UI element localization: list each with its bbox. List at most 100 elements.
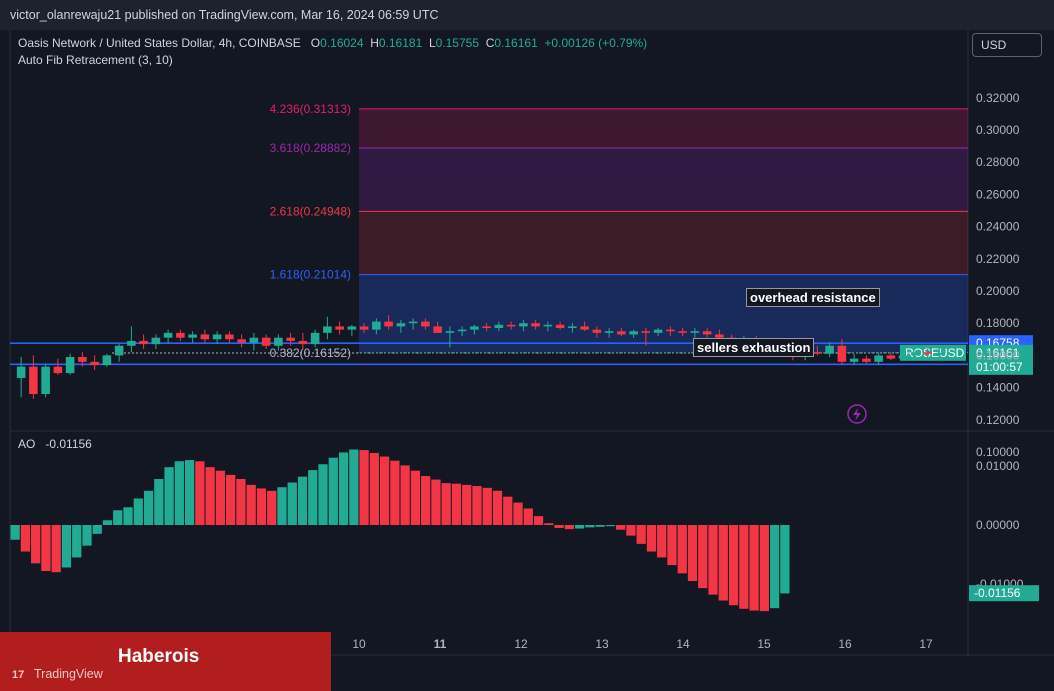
ao-bar	[51, 525, 61, 573]
candle-body	[604, 331, 614, 333]
candle-body	[482, 326, 491, 329]
price-axis-label: 0.10000	[976, 445, 1020, 459]
currency-button[interactable]: USD	[972, 33, 1042, 57]
ao-bar	[267, 490, 277, 525]
ao-bar	[61, 525, 72, 568]
candle-body	[188, 334, 197, 338]
ao-bar	[564, 525, 574, 530]
ao-bar	[451, 483, 462, 525]
candle-body	[16, 366, 26, 378]
candle-body	[715, 334, 724, 338]
publish-info: victor_olanrewaju21 published on Trading…	[10, 8, 439, 22]
platform-name: TradingView	[34, 667, 103, 681]
ao-bar	[287, 482, 297, 525]
high-value: 0.16181	[378, 36, 423, 50]
ao-bar	[687, 525, 698, 582]
candle-body	[212, 334, 222, 340]
candle-body	[114, 345, 124, 356]
ao-bar	[123, 507, 133, 525]
ao-bar	[544, 523, 554, 525]
ao-bar	[41, 525, 51, 572]
candle-body	[825, 345, 834, 354]
candle-body	[923, 352, 932, 354]
price-axis-label: 0.16000	[976, 348, 1020, 362]
close-value: 0.16161	[494, 36, 538, 50]
ao-bar	[184, 460, 195, 525]
candle-body	[29, 366, 38, 395]
candle-body	[274, 337, 283, 346]
ao-bar	[92, 525, 102, 534]
candle-body	[813, 352, 822, 354]
ao-bar	[256, 488, 267, 525]
candle-body	[678, 331, 687, 333]
candle-body	[849, 358, 859, 362]
change-value: +0.00126 (+0.79%)	[544, 36, 648, 50]
candle-body	[298, 340, 308, 345]
price-axis-label: 0.14000	[976, 381, 1020, 395]
candle-body	[862, 358, 871, 362]
ao-bar	[667, 525, 677, 566]
candle-body	[90, 361, 99, 366]
price-axis-label: 0.26000	[976, 187, 1020, 201]
ao-value-tag-label: -0.01156	[974, 586, 1021, 600]
price-axis-label: 0.22000	[976, 252, 1020, 266]
candle-body	[445, 331, 455, 333]
ao-bar	[379, 456, 390, 525]
ao-bar	[113, 510, 123, 525]
candle-body	[151, 337, 161, 345]
ao-bar	[10, 525, 20, 540]
ao-legend[interactable]: AO -0.01156	[18, 437, 92, 451]
site-name: Haberois	[118, 646, 200, 667]
price-axis-label: 0.24000	[976, 220, 1020, 234]
last-price-tag	[969, 344, 1033, 375]
ao-axis-label: 0.01000	[976, 459, 1020, 473]
ao-bar	[400, 465, 410, 525]
candle-body	[225, 334, 234, 340]
symbol-title[interactable]: Oasis Network / United States Dollar, 4h…	[18, 36, 301, 50]
candle-body	[690, 331, 700, 333]
lightning-icon[interactable]	[847, 404, 867, 424]
candle-body	[359, 326, 369, 330]
time-axis-label: 13	[595, 637, 609, 651]
price-axis-label: 0.20000	[976, 284, 1020, 298]
indicator-label[interactable]: Auto Fib Retracement (3, 10)	[18, 53, 173, 67]
candle-body	[323, 326, 332, 333]
ao-bar	[605, 525, 616, 527]
ao-bar	[533, 516, 544, 525]
candle-body	[592, 329, 602, 333]
time-axis-label: 12	[514, 637, 528, 651]
brand-banner: Haberois 17 TradingView	[0, 632, 331, 691]
ao-bar	[492, 490, 503, 525]
ao-bar	[708, 525, 718, 595]
fib-level-label: 0.382(0.16152)	[270, 346, 351, 360]
candle-body	[384, 321, 393, 327]
ao-bar	[585, 525, 595, 528]
ao-bar	[174, 461, 184, 525]
lightning-bolt-icon	[853, 408, 861, 421]
candle-body	[935, 352, 945, 356]
ao-bar	[236, 478, 246, 525]
ao-bar	[318, 464, 328, 525]
ao-bar	[431, 479, 441, 525]
ao-bar	[677, 525, 687, 574]
ao-bar	[554, 525, 564, 528]
candle-body	[421, 321, 430, 327]
time-axis-label: 16	[838, 637, 852, 651]
price-axis-label: 0.30000	[976, 123, 1020, 137]
ao-bar	[595, 525, 605, 527]
ao-bar	[503, 496, 513, 525]
candle-body	[102, 355, 112, 366]
ao-bar	[698, 525, 708, 589]
ao-bar	[215, 470, 226, 525]
ao-bar	[410, 470, 421, 525]
fib-zone	[359, 108, 968, 148]
candle-body	[65, 357, 75, 374]
close-label: C	[485, 36, 495, 50]
bar-countdown: 01:00:57	[976, 360, 1023, 374]
candle-body	[457, 329, 467, 332]
symbol-legend: Oasis Network / United States Dollar, 4h…	[18, 36, 647, 50]
overhead-resistance-label: overhead resistance	[746, 288, 880, 307]
ao-bar	[769, 525, 780, 609]
candle-body	[568, 326, 577, 329]
chart-canvas[interactable]: 0.382(0.16152) 1.618(0.21014) 2.618(0.2494…	[0, 30, 1054, 660]
